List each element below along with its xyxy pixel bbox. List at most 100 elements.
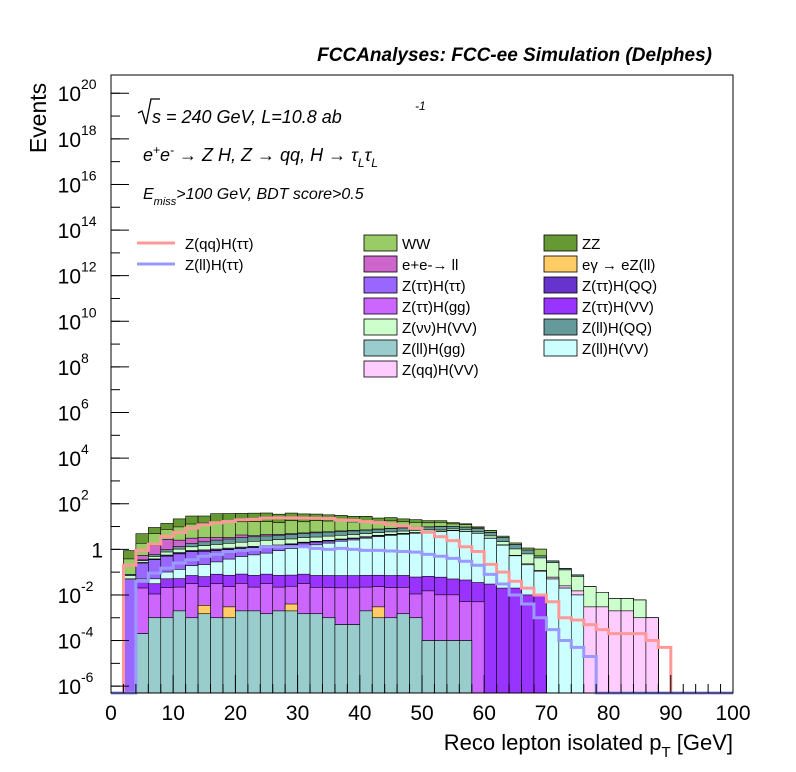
- legend-swatch: [543, 276, 578, 294]
- bar-z-ll-h-gg-9: [222, 617, 236, 694]
- y-tick-exponent: 16: [81, 167, 97, 183]
- y-tick-label: 10: [58, 174, 81, 197]
- legend-item-z-h-vv: Z(νν)H(VV): [363, 318, 477, 337]
- line-z-qq-h: [111, 516, 733, 695]
- energy-exponent: -1: [415, 99, 426, 113]
- y-tick-label: 10: [58, 220, 81, 243]
- y-tick-exponent: 12: [81, 259, 97, 275]
- bar-z-qq-h-vv-38: [583, 606, 597, 694]
- y-tick-label: 10: [58, 266, 81, 289]
- legend-swatch: [543, 297, 578, 315]
- bar-z-ll-h-gg-4: [160, 617, 174, 694]
- y-tick-exponent: 18: [81, 122, 97, 138]
- bar-z-h-vv-30: [483, 583, 497, 694]
- bar-z-ll-h-gg-18: [334, 624, 348, 694]
- legend-label: ZZ: [582, 236, 600, 253]
- y-tick-label: 10: [58, 494, 81, 517]
- legend-label: Z(ll)H(QQ): [582, 320, 652, 337]
- bar-z-ll-h-gg-8: [210, 617, 224, 694]
- bar-z-ll-h-gg-19: [347, 624, 361, 694]
- bar-z-h-1: [123, 578, 137, 694]
- legend-label: Z(ττ)H(gg): [402, 299, 471, 316]
- legend-label: Z(ll)H(ττ): [185, 257, 244, 274]
- bar-z-ll-h-gg-20: [359, 610, 373, 694]
- legend-label: Z(ττ)H(QQ): [582, 278, 657, 295]
- bar-z-ll-h-gg-12: [259, 613, 274, 694]
- legend-label: Z(ll)H(VV): [582, 341, 649, 358]
- legend-label: Z(ττ)H(VV): [582, 299, 654, 316]
- bar-z-ll-h-gg-25: [421, 640, 435, 694]
- bar-z-ll-h-gg-23: [396, 613, 410, 694]
- legend-item-e-e-ll: e+e-→ ll: [363, 255, 458, 274]
- y-tick-exponent: 14: [81, 213, 97, 229]
- bar-z-ll-h-gg-26: [434, 640, 448, 694]
- y-tick-exponent: 8: [81, 350, 89, 366]
- bar-z-ll-h-gg-3: [148, 617, 162, 694]
- bar-z-ll-h-gg-17: [322, 617, 336, 694]
- legend-item-e-ez-ll: eγ → eZ(ll): [543, 255, 655, 274]
- legend-item-zz: ZZ: [543, 234, 600, 253]
- legend-item-ww: WW: [363, 234, 431, 253]
- legend-label: eγ → eZ(ll): [582, 257, 655, 274]
- bar-z-ll-h-gg-7: [197, 613, 211, 694]
- y-tick-label: 10: [58, 585, 81, 608]
- x-tick-label: 60: [473, 702, 496, 725]
- y-tick-label: 10: [58, 357, 81, 380]
- stacked-histograms: [123, 512, 659, 694]
- legend-item-z-h: Z(ττ)H(ττ): [363, 276, 466, 295]
- y-tick-label: 10: [58, 311, 81, 334]
- y-tick-exponent: -2: [81, 578, 94, 594]
- y-tick-label: 10: [58, 83, 81, 106]
- bar-z-ll-h-gg-11: [247, 610, 261, 694]
- bar-z-qq-h-vv-41: [620, 610, 634, 694]
- bar-z-qq-h-vv-42: [633, 617, 647, 694]
- line-z-ll-h: [111, 545, 733, 695]
- legend-item-z-ll-h-vv: Z(ll)H(VV): [543, 339, 649, 358]
- legend-label: WW: [402, 236, 431, 253]
- bar-z-h-gg-29: [471, 601, 485, 694]
- bar-z-ll-h-gg-6: [185, 617, 199, 694]
- x-tick-label: 20: [224, 702, 247, 725]
- bar-z-ll-h-gg-5: [172, 610, 186, 694]
- legend-swatch: [363, 339, 398, 357]
- x-axis-label: Reco lepton isolated pT [GeV]: [444, 730, 733, 761]
- x-tick-label: 0: [105, 702, 117, 725]
- y-tick-label: 10: [58, 631, 81, 654]
- y-tick-exponent: -4: [81, 624, 94, 640]
- bar-z-ll-h-gg-14: [284, 610, 298, 694]
- y-tick-exponent: 20: [81, 76, 97, 92]
- sqrt-symbol: [137, 98, 160, 125]
- legend-item-z-qq-h-vv: Z(qq)H(VV): [363, 360, 479, 379]
- legend-swatch: [363, 255, 398, 273]
- x-tick-label: 80: [597, 702, 620, 725]
- x-tick-label: 100: [715, 702, 750, 725]
- legend-swatch: [543, 255, 578, 273]
- x-tick-label: 30: [286, 702, 309, 725]
- bar-z-ll-h-gg-28: [459, 640, 473, 694]
- legend-swatch: [543, 339, 578, 357]
- legend-swatch: [363, 276, 398, 294]
- legend-item-z-ll-h-qq: Z(ll)H(QQ): [543, 318, 652, 337]
- bar-z-ll-h-gg-10: [235, 610, 249, 694]
- bar-z-ll-h-vv-35: [546, 578, 560, 694]
- legend-item-z-h-qq: Z(ττ)H(QQ): [543, 276, 657, 295]
- legend-item-z-h-vv: Z(ττ)H(VV): [543, 297, 654, 316]
- x-tick-label: 10: [162, 702, 185, 725]
- bar-z-ll-h-gg-21: [371, 617, 385, 694]
- y-tick-label: 10: [58, 129, 81, 152]
- x-tick-label: 90: [659, 702, 682, 725]
- legend-label: Z(νν)H(VV): [402, 320, 477, 337]
- selection-text: Emiss>100 GeV, BDT score>0.5: [143, 186, 364, 208]
- signal-lines: [111, 516, 733, 695]
- y-tick-exponent: 4: [81, 441, 89, 457]
- y-tick-label: 10: [58, 403, 81, 426]
- chart-title: FCCAnalyses: FCC-ee Simulation (Delphes): [317, 45, 712, 66]
- legend-item-z-ll-h: Z(ll)H(ττ): [137, 257, 244, 274]
- bar-z-ll-h-gg-15: [297, 613, 311, 694]
- energy-text: s = 240 GeV, L=10.8 ab: [152, 107, 342, 127]
- legend-swatch: [363, 234, 398, 252]
- y-tick-label: 10: [58, 676, 81, 699]
- bar-z-qq-h-vv-40: [608, 610, 622, 694]
- legend-item-z-ll-h-gg: Z(ll)H(gg): [363, 339, 465, 358]
